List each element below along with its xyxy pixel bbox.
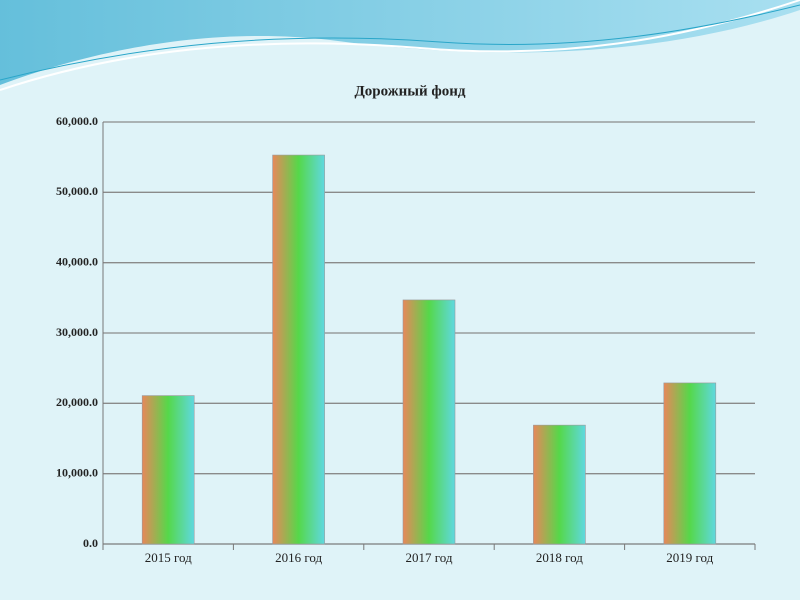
y-tick-label: 30,000.0	[56, 325, 98, 339]
bar	[141, 395, 195, 545]
bar	[533, 424, 586, 545]
y-tick-label: 10,000.0	[56, 465, 98, 479]
x-tick-label: 2017 год	[406, 550, 453, 565]
bar	[402, 299, 456, 545]
chart-title: Дорожный фонд	[354, 83, 465, 99]
y-tick-label: 60,000.0	[56, 114, 98, 128]
y-tick-label: 0.0	[83, 536, 98, 550]
bar	[272, 154, 325, 545]
header-wave-line	[0, 4, 800, 81]
y-tick-label: 50,000.0	[56, 184, 98, 198]
x-tick-label: 2019 год	[666, 550, 713, 565]
bar	[663, 382, 717, 545]
y-tick-label: 20,000.0	[56, 395, 98, 409]
x-tick-label: 2015 год	[145, 550, 192, 565]
x-tick-label: 2016 год	[275, 550, 322, 565]
y-tick-label: 40,000.0	[56, 254, 98, 268]
x-tick-label: 2018 год	[536, 550, 583, 565]
header-wave	[0, 0, 800, 85]
header-wave-line	[0, 0, 800, 91]
